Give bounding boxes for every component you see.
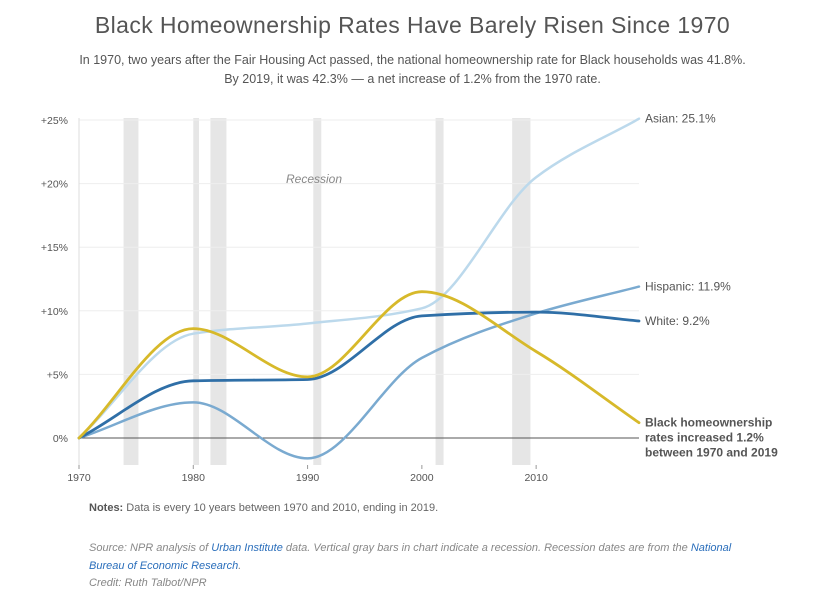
chart-credit: Credit: Ruth Talbot/NPR (89, 577, 207, 589)
source-text-a: Source: NPR analysis of (89, 542, 212, 554)
recession-bar (512, 118, 531, 465)
notes-label: Notes: (89, 502, 124, 514)
chart-source: Source: NPR analysis of Urban Institute … (89, 539, 749, 575)
y-tick-label: +5% (47, 369, 68, 381)
black-series-label-line: Black homeownership (645, 416, 772, 430)
line-chart: Recession 0% +5% +10% +15% +20% +25% 1970 1980… (41, 112, 778, 484)
recession-label: Recession (286, 172, 342, 186)
y-tick-label: +10% (41, 306, 68, 318)
chart-subtitle-line-2: By 2019, it was 42.3% — a net increase o… (224, 72, 601, 86)
black-series-label-line: rates increased 1.2% (645, 431, 764, 445)
hispanic-series-label: Hispanic: 11.9% (645, 280, 731, 294)
y-tick-label: +20% (41, 179, 68, 191)
x-tick-label: 1970 (67, 472, 91, 484)
source-text-c: . (238, 560, 242, 572)
chart-notes: Notes: Data is every 10 years between 19… (89, 502, 438, 514)
series-labels: Asian: 25.1% Hispanic: 11.9% White: 9.2% Bl… (645, 112, 778, 460)
x-tick-label: 1980 (182, 472, 206, 484)
chart-axes: 1970 1980 1990 2000 2010 (67, 118, 639, 484)
recession-bar (193, 118, 199, 465)
chart-subtitle-line-1: In 1970, two years after the Fair Housin… (79, 53, 746, 67)
y-tick-label: +25% (41, 115, 68, 127)
asian-series-line (77, 117, 641, 440)
asian-series-label: Asian: 25.1% (645, 112, 716, 126)
y-tick-label: +15% (41, 242, 68, 254)
black-series-line (77, 290, 641, 440)
recession-bars: Recession (123, 118, 531, 465)
white-series-line (77, 310, 641, 440)
series-lines (77, 117, 641, 460)
y-tick-label: 0% (53, 433, 68, 445)
recession-bar (210, 118, 227, 465)
white-series-label: White: 9.2% (645, 314, 710, 328)
x-tick-label: 1990 (296, 472, 320, 484)
recession-bar (123, 118, 139, 465)
chart-title: Black Homeownership Rates Have Barely Ri… (94, 12, 731, 38)
source-text-b: data. Vertical gray bars in chart indica… (282, 542, 691, 554)
recession-bar (435, 118, 444, 465)
y-gridlines: 0% +5% +10% +15% +20% +25% (41, 115, 639, 445)
urban-institute-link[interactable]: Urban Institute (211, 542, 283, 554)
notes-text: Data is every 10 years between 1970 and … (123, 502, 439, 514)
recession-bar (313, 118, 322, 465)
nber-link[interactable]: National Bureau of Economic Research (89, 542, 732, 572)
x-tick-label: 2010 (524, 472, 548, 484)
x-tick-label: 2000 (410, 472, 434, 484)
black-series-label-line: between 1970 and 2019 (645, 446, 778, 460)
